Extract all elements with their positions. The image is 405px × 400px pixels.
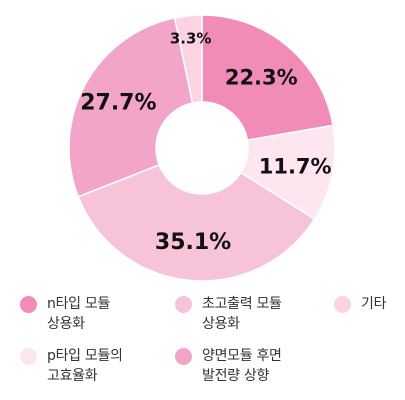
data-label-1: 11.7% (259, 155, 332, 179)
donut-slice-1 (239, 124, 336, 221)
data-label-4: 3.3% (170, 30, 212, 48)
data-label-2: 35.1% (155, 230, 231, 255)
donut-slice-0 (201, 14, 334, 142)
data-label-3: 27.7% (80, 90, 156, 115)
donut-slice-3 (68, 16, 194, 198)
donut-slice-2 (77, 163, 316, 282)
data-label-0: 22.3% (225, 66, 298, 90)
donut-data-labels: 22.3% 11.7% 35.1% 27.7% 3.3% (80, 30, 331, 255)
donut-slices (68, 14, 336, 282)
donut-slice-4 (173, 14, 203, 104)
